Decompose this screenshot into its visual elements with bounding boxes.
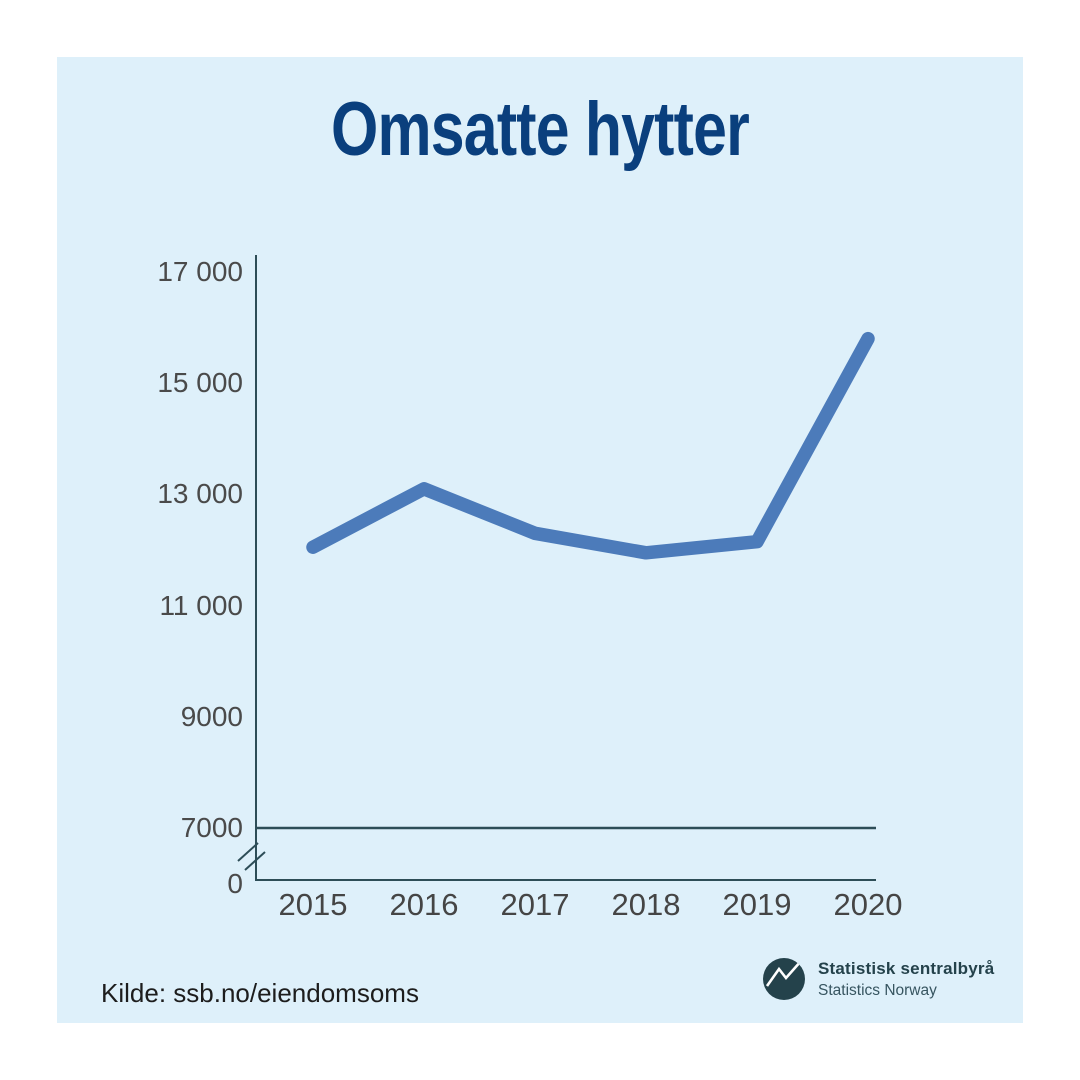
x-tick-label-2015: 2015 <box>278 887 348 922</box>
chart-title: Omsatte hytter <box>331 87 750 172</box>
x-tick-label-2020: 2020 <box>833 887 903 922</box>
x-tick-label-2017: 2017 <box>500 887 570 922</box>
x-tick-label-2019: 2019 <box>722 887 792 922</box>
ssb-logo: Statistisk sentralbyrå Statistics Norway <box>763 958 994 1000</box>
axis-break-mark-2 <box>244 851 266 871</box>
y-tick-label-7000: 7000 <box>180 812 243 843</box>
y-tick-label-9000: 9000 <box>180 700 243 732</box>
ssb-logo-text: Statistisk sentralbyrå Statistics Norway <box>818 959 994 1000</box>
ssb-logo-name-norwegian: Statistisk sentralbyrå <box>818 958 995 978</box>
x-tick-label-2018: 2018 <box>611 887 681 922</box>
y-tick-label-11000: 11 000 <box>159 589 243 621</box>
y-tick-label-15000: 15 000 <box>157 367 243 399</box>
y-tick-label-13000: 13 000 <box>157 478 243 510</box>
ssb-logo-name-english: Statistics Norway <box>818 981 937 999</box>
ssb-logo-mark-icon <box>763 958 805 1000</box>
source-text: Kilde: ssb.no/eiendomsoms <box>101 978 419 1008</box>
series-line-omsatte-hytter <box>306 331 875 560</box>
axis-break-mark-1 <box>237 842 259 862</box>
y-tick-label-0: 0 <box>227 868 243 899</box>
y-tick-label-17000: 17 000 <box>157 256 243 287</box>
ssb-logo-zigzag-icon <box>765 960 802 987</box>
x-tick-label-2016: 2016 <box>389 887 459 922</box>
